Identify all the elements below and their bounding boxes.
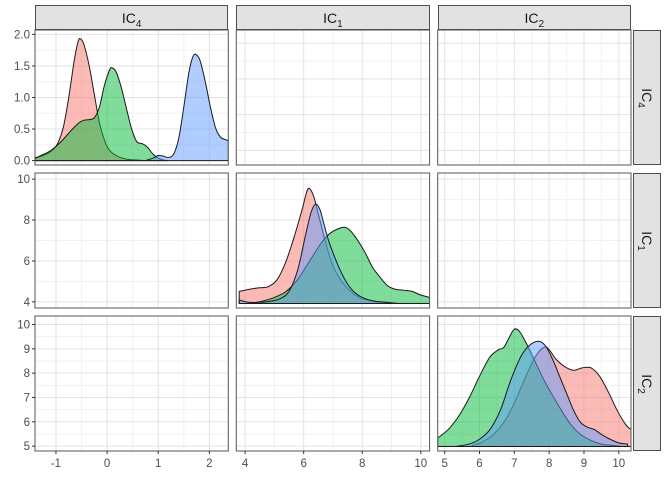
row-strip-ic2-label: IC2	[635, 373, 655, 394]
y-tick-label: 8	[24, 215, 30, 227]
x-tick-label: 10	[414, 458, 427, 470]
column-strip-ic4-label: IC4	[121, 9, 142, 30]
panel-ic4-ic4	[34, 29, 229, 166]
y-tick-label: 1.5	[14, 61, 30, 73]
row-strip-ic1: IC1	[633, 173, 661, 308]
density-curve-group2	[35, 67, 169, 162]
gridlines	[236, 316, 430, 451]
x-tick-label: 6	[300, 458, 306, 470]
column-strip-ic2-label: IC2	[524, 9, 545, 30]
x-tick-label: 0	[104, 458, 110, 470]
y-tick-label: 4	[24, 297, 31, 309]
x-tick-label: -1	[51, 458, 61, 470]
y-tick-label: 0.5	[14, 124, 30, 136]
y-tick-label: 8	[24, 368, 30, 380]
x-tick-label: 9	[581, 458, 587, 470]
row-strip-ic2: IC2	[633, 316, 661, 451]
y-tick-label: 10	[17, 320, 30, 332]
gridlines	[437, 173, 631, 308]
y-tick-label: 0.0	[14, 156, 30, 168]
y-tick-label: 6	[24, 417, 30, 429]
gridlines	[437, 30, 631, 165]
y-tick-label: 9	[24, 344, 30, 356]
density-curve-group3	[238, 203, 398, 304]
panel-ic2-ic1	[235, 315, 431, 452]
x-tick-label: 5	[441, 458, 447, 470]
y-tick-label: 6	[24, 256, 30, 268]
row-strip-ic4-label: IC4	[635, 87, 655, 108]
column-strip-ic1: IC1	[236, 5, 430, 30]
gridlines	[35, 173, 229, 308]
column-strip-ic4: IC4	[35, 5, 229, 30]
y-tick-label: 5	[24, 441, 30, 453]
y-tick-label: 2.0	[14, 29, 30, 41]
x-tick-label: 2	[206, 458, 212, 470]
panel-ic1-ic2	[437, 172, 632, 309]
panel-ic4-ic2	[437, 29, 632, 166]
density-curve-group3	[145, 53, 229, 162]
y-tick-label: 7	[24, 392, 30, 404]
y-tick-label: 1.0	[14, 93, 30, 105]
x-tick-label: 8	[359, 458, 365, 470]
left-axis-labels: 0.0 0.5 1.0 1.5 2.0 4 6 8 10 5 6 7 8 9 10	[14, 29, 35, 453]
column-strip-ic1-label: IC1	[323, 9, 343, 30]
x-tick-label: 8	[546, 458, 552, 470]
density-curve-group3	[455, 340, 629, 447]
gridlines	[236, 30, 430, 165]
panel-ic2-ic2	[437, 315, 632, 452]
panel-ic1-ic1	[235, 172, 431, 309]
row-strip-ic1-label: IC1	[635, 230, 655, 251]
bottom-axis-labels: -1 0 1 2 4 6 8 10 5 6 7 8 9 10	[51, 451, 625, 470]
panel-ic2-ic4	[34, 315, 229, 452]
column-strip-ic2: IC2	[437, 5, 631, 30]
gridlines	[35, 316, 229, 451]
panel-ic1-ic4	[34, 172, 229, 309]
row-strip-ic4: IC4	[633, 30, 661, 165]
x-tick-label: 6	[476, 458, 482, 470]
y-tick-label: 10	[17, 174, 30, 186]
x-tick-label: 10	[612, 458, 625, 470]
x-tick-label: 7	[511, 458, 517, 470]
x-tick-label: 1	[155, 458, 161, 470]
panel-ic4-ic1	[235, 29, 431, 166]
x-tick-label: 4	[242, 458, 249, 470]
